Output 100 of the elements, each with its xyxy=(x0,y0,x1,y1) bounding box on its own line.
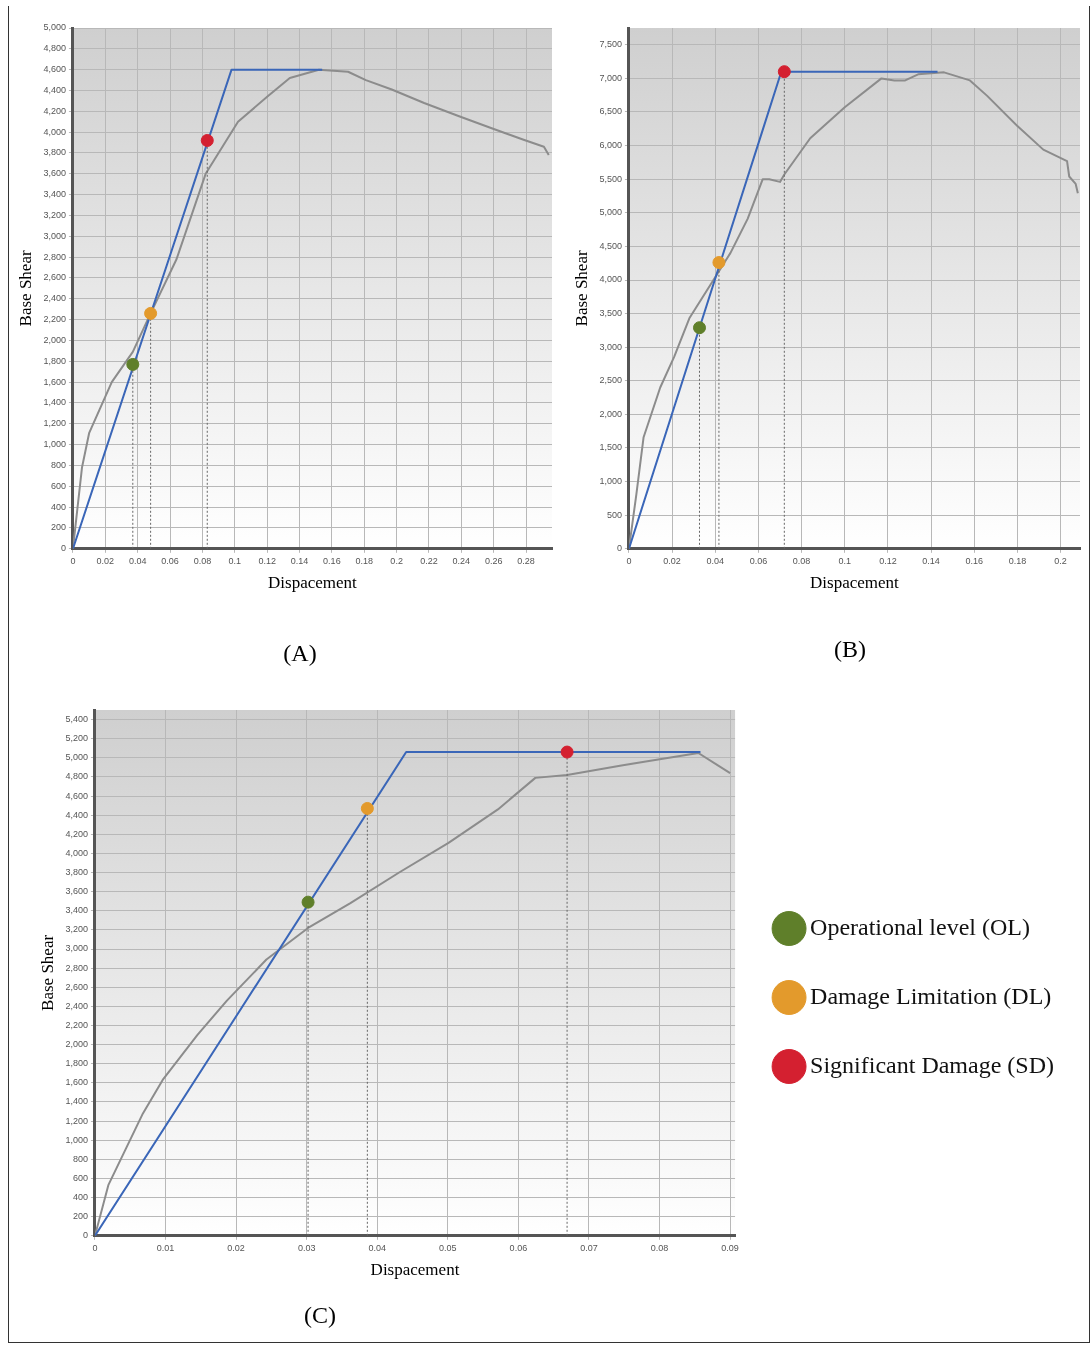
y-tick-label: 2,200 xyxy=(43,314,66,325)
y-tick-label: 2,600 xyxy=(43,272,66,283)
y-tick-label: 3,400 xyxy=(65,905,88,916)
y-tick-label: 7,000 xyxy=(599,72,622,83)
y-tick-label: 1,200 xyxy=(43,418,66,429)
y-tick-label: 6,500 xyxy=(599,106,622,117)
y-tick-label: 4,400 xyxy=(65,809,88,820)
x-tick-label: 0.28 xyxy=(517,555,535,566)
point xyxy=(712,256,726,270)
x-tick-label: 0.09 xyxy=(721,1242,739,1253)
x-tick-label: 0.14 xyxy=(922,555,940,566)
y-tick-label: 600 xyxy=(72,1172,88,1183)
x-tick-label: 0.16 xyxy=(323,555,341,566)
y-tick-label: 0 xyxy=(60,543,66,554)
x-tick-label: 0.01 xyxy=(156,1242,175,1253)
x-tick-label: 0.04 xyxy=(128,555,147,566)
y-axis-title: Base Shear xyxy=(571,250,591,327)
point xyxy=(693,321,706,335)
text: (B) xyxy=(833,636,867,663)
x-axis-title: Dispacement xyxy=(370,1260,460,1280)
y-tick-label: 3,800 xyxy=(43,147,66,158)
point xyxy=(777,65,791,79)
x-tick-label: 0.1 xyxy=(228,555,242,566)
y-axis-title: Base Shear xyxy=(15,250,35,327)
y-tick-label: 4,800 xyxy=(65,771,88,782)
y-tick-label: 4,200 xyxy=(43,105,66,116)
y-tick-label: 5,200 xyxy=(65,733,88,744)
y-tick-label: 1,800 xyxy=(43,355,66,366)
x-tick-label: 0.1 xyxy=(838,555,852,566)
y-tick-label: 4,500 xyxy=(599,240,622,251)
y-tick-label: 1,400 xyxy=(43,397,66,408)
y-tick-label: 400 xyxy=(50,501,66,512)
x-tick-label: 0.08 xyxy=(193,555,212,566)
y-tick-label: 3,200 xyxy=(43,209,66,220)
x-tick-label: 0.07 xyxy=(580,1242,598,1253)
y-tick-label: 1,200 xyxy=(65,1115,88,1126)
x-tick-label: 0.02 xyxy=(227,1242,245,1253)
y-tick-label: 0 xyxy=(616,543,622,554)
point xyxy=(560,745,574,759)
y-tick-label: 1,000 xyxy=(599,476,622,487)
y-tick-label: 1,500 xyxy=(599,442,622,453)
x-tick-label: 0.24 xyxy=(452,555,471,566)
y-tick-label: 2,500 xyxy=(599,375,622,386)
x-axis-title: Dispacement xyxy=(810,573,900,593)
x-tick-label: 0.18 xyxy=(355,555,374,566)
x-tick-label: 0.05 xyxy=(439,1242,457,1253)
x-tick-label: 0.12 xyxy=(879,555,897,566)
y-tick-label: 6,000 xyxy=(599,140,622,151)
x-tick-label: 0.08 xyxy=(650,1242,669,1253)
y-tick-label: 3,500 xyxy=(599,308,622,319)
y-tick-label: 2,000 xyxy=(599,408,622,419)
y-tick-label: 1,400 xyxy=(65,1096,88,1107)
legend-label: Damage Limitation (DL) xyxy=(810,982,1052,1009)
y-tick-label: 3,400 xyxy=(43,189,66,200)
y-tick-label: 4,400 xyxy=(43,84,66,95)
y-tick-label: 2,400 xyxy=(65,1000,88,1011)
y-tick-label: 3,000 xyxy=(65,943,88,954)
y-tick-label: 2,800 xyxy=(65,962,88,973)
y-tick-label: 5,500 xyxy=(599,173,622,184)
y-tick-label: 400 xyxy=(72,1192,88,1203)
x-tick-label: 0.04 xyxy=(368,1242,386,1253)
x-tick-label: 0.26 xyxy=(484,555,503,566)
y-tick-label: 200 xyxy=(50,522,66,533)
x-tick-label: 0.03 xyxy=(297,1242,316,1253)
y-tick-label: 2,200 xyxy=(65,1019,88,1030)
y-tick-label: 4,800 xyxy=(43,43,66,54)
y-tick-label: 4,200 xyxy=(65,828,88,839)
point xyxy=(360,801,374,815)
y-tick-label: 3,200 xyxy=(65,924,88,935)
y-tick-label: 2,000 xyxy=(43,334,66,345)
y-tick-label: 3,800 xyxy=(65,867,88,877)
y-tick-label: 4,000 xyxy=(43,126,66,137)
y-tick-label: 3,000 xyxy=(43,230,66,241)
x-tick-label: 0 xyxy=(626,555,632,566)
y-tick-label: 2,800 xyxy=(43,251,66,262)
text: (C) xyxy=(303,1302,337,1329)
x-tick-label: 0.06 xyxy=(161,555,179,566)
y-tick-label: 5,000 xyxy=(43,22,66,33)
text: (A) xyxy=(282,640,318,667)
y-tick-label: 3,600 xyxy=(43,168,66,179)
x-tick-label: 0.04 xyxy=(706,555,725,566)
y-tick-label: 2,000 xyxy=(65,1039,88,1050)
x-tick-label: 0 xyxy=(92,1242,98,1253)
y-tick-label: 5,000 xyxy=(599,207,622,218)
x-tick-label: 0.16 xyxy=(965,555,984,566)
y-tick-label: 1,600 xyxy=(43,376,66,387)
legend-label: Operational level (OL) xyxy=(810,913,1030,940)
x-tick-label: 0.06 xyxy=(509,1242,528,1253)
point xyxy=(144,306,158,320)
y-tick-label: 3,000 xyxy=(599,341,622,352)
y-axis-title: Base Shear xyxy=(37,934,57,1011)
x-tick-label: 0.08 xyxy=(792,555,811,566)
y-tick-label: 1,800 xyxy=(65,1058,88,1069)
point xyxy=(126,357,140,371)
y-tick-label: 2,400 xyxy=(43,293,66,304)
x-axis-title: Dispacement xyxy=(268,573,358,593)
legend-label: Significant Damage (SD) xyxy=(810,1051,1054,1078)
y-tick-label: 4,000 xyxy=(599,274,622,285)
x-tick-label: 0.02 xyxy=(96,555,115,566)
y-tick-label: 1,600 xyxy=(65,1077,88,1088)
